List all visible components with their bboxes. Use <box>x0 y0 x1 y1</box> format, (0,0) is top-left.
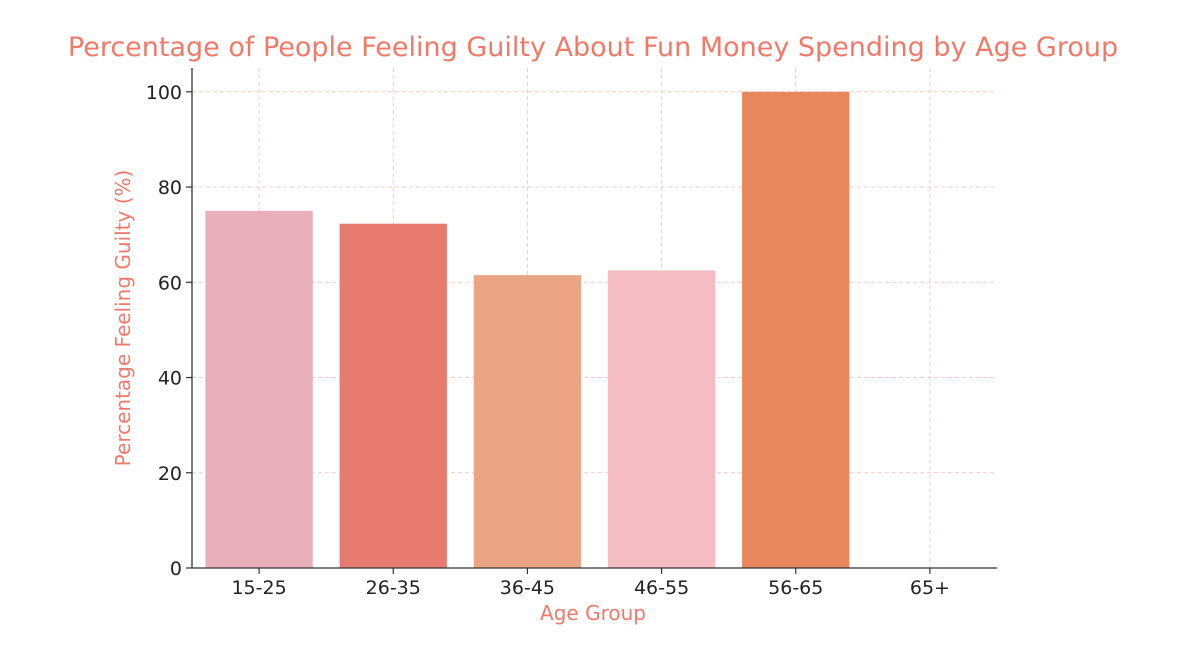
x-tick-label: 65+ <box>910 577 950 599</box>
y-tick-label: 80 <box>158 177 182 199</box>
y-axis-label: Percentage Feeling Guilty (%) <box>111 170 135 467</box>
x-axis-label: Age Group <box>540 601 646 625</box>
x-tick-label: 26-35 <box>366 577 421 599</box>
x-tick-label: 36-45 <box>500 577 555 599</box>
y-tick-label: 100 <box>146 82 182 104</box>
axes <box>191 68 997 569</box>
bar-56-65 <box>742 91 850 569</box>
bars <box>205 91 850 569</box>
y-tick-label: 40 <box>158 368 182 390</box>
x-tick-label: 46-55 <box>634 577 689 599</box>
bar-15-25 <box>205 210 313 568</box>
y-ticks: 0 20 40 60 80 100 <box>146 82 192 580</box>
x-tick-label: 15-25 <box>231 577 286 599</box>
y-tick-label: 20 <box>158 463 182 485</box>
bar-26-35 <box>339 223 447 568</box>
bar-36-45 <box>473 275 582 568</box>
bar-46-55 <box>607 270 716 568</box>
chart-title: Percentage of People Feeling Guilty Abou… <box>68 32 1118 63</box>
x-ticks: 15-25 26-35 36-45 46-55 56-65 65+ <box>231 568 950 599</box>
y-tick-label: 0 <box>170 558 182 580</box>
y-tick-label: 60 <box>158 272 182 294</box>
x-tick-label: 56-65 <box>768 577 823 599</box>
